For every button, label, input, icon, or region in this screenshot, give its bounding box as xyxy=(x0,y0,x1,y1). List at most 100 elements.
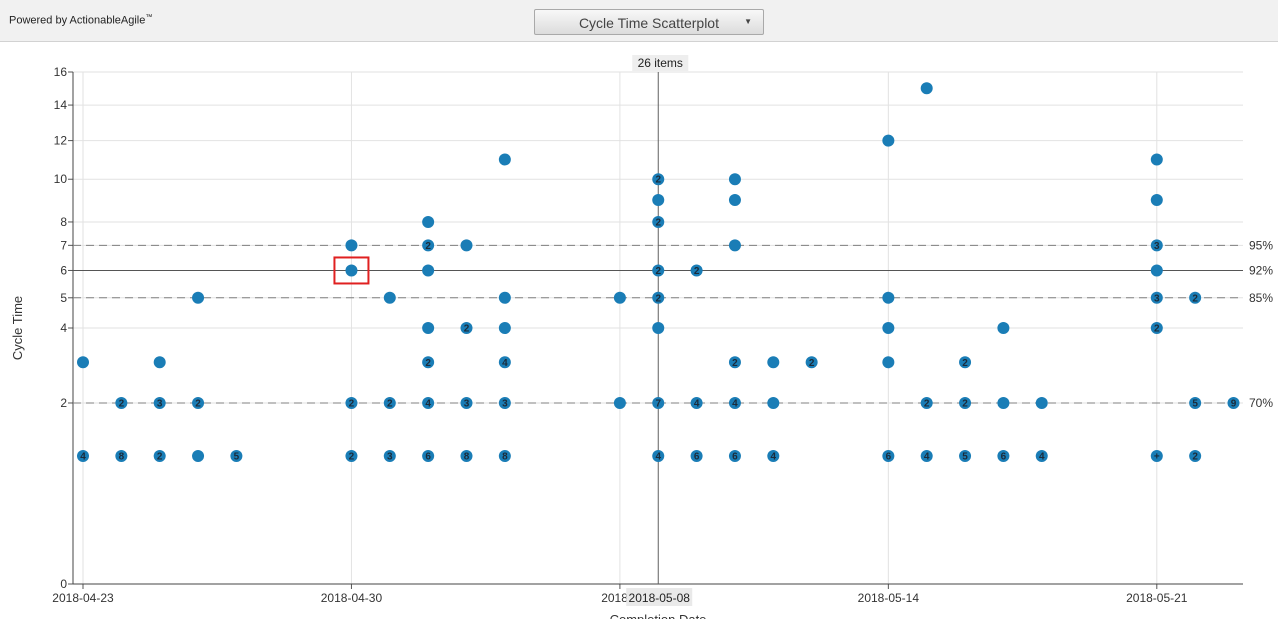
data-point[interactable] xyxy=(882,450,895,462)
data-point[interactable] xyxy=(1035,396,1048,409)
data-point[interactable] xyxy=(1150,291,1163,304)
data-point[interactable] xyxy=(1035,450,1048,462)
data-point[interactable] xyxy=(613,291,626,304)
data-point[interactable] xyxy=(192,396,205,409)
data-point[interactable] xyxy=(1227,396,1240,409)
data-point[interactable] xyxy=(997,450,1010,462)
data-point[interactable] xyxy=(383,396,396,409)
data-point[interactable] xyxy=(728,356,741,369)
data-point[interactable] xyxy=(1150,153,1163,166)
data-point[interactable] xyxy=(1150,264,1163,277)
data-point[interactable] xyxy=(498,396,511,409)
data-point[interactable] xyxy=(997,396,1010,409)
cycle-time-scatterplot[interactable]: 0 2 4 5 6 7 8 10 12 14 16 2018-04-23 2018-04-30 2018-… xyxy=(0,42,1278,619)
data-point[interactable] xyxy=(1189,396,1202,409)
data-point[interactable] xyxy=(652,215,665,228)
data-point[interactable] xyxy=(652,264,665,277)
data-point[interactable] xyxy=(460,239,473,252)
data-point[interactable] xyxy=(422,356,435,369)
data-point[interactable] xyxy=(345,239,358,252)
data-point-count: 8 xyxy=(119,452,125,463)
data-point[interactable] xyxy=(767,396,780,409)
data-point[interactable] xyxy=(1150,450,1163,462)
data-point[interactable] xyxy=(345,264,358,277)
data-point[interactable] xyxy=(460,396,473,409)
data-point[interactable] xyxy=(959,450,972,462)
data-point-count: 2 xyxy=(425,358,431,369)
data-point[interactable] xyxy=(959,356,972,369)
y-tick-label: 12 xyxy=(54,134,68,148)
data-point[interactable] xyxy=(422,215,435,228)
data-point[interactable] xyxy=(422,239,435,252)
data-point[interactable] xyxy=(153,450,166,462)
chart-type-dropdown[interactable]: Cycle Time Scatterplot ▼ xyxy=(534,9,764,35)
data-point[interactable] xyxy=(767,450,780,462)
data-point[interactable] xyxy=(690,450,703,462)
data-point[interactable] xyxy=(652,396,665,409)
data-point-count: 2 xyxy=(1192,452,1198,463)
data-point[interactable] xyxy=(728,396,741,409)
data-point-count: 3 xyxy=(502,398,508,409)
data-point[interactable] xyxy=(383,291,396,304)
data-point[interactable] xyxy=(652,173,665,186)
data-point[interactable] xyxy=(690,264,703,277)
data-point[interactable] xyxy=(920,450,933,462)
data-point[interactable] xyxy=(153,396,166,409)
data-point[interactable] xyxy=(1189,450,1202,462)
y-axis-title: Cycle Time xyxy=(10,296,25,360)
data-point-count: 4 xyxy=(502,358,508,369)
data-point[interactable] xyxy=(728,239,741,252)
data-point-count: 2 xyxy=(962,358,968,369)
data-point[interactable] xyxy=(1150,322,1163,334)
data-point[interactable] xyxy=(882,356,895,369)
data-point[interactable] xyxy=(882,134,895,147)
data-point[interactable] xyxy=(920,396,933,409)
data-point[interactable] xyxy=(652,194,665,206)
data-point[interactable] xyxy=(1150,239,1163,252)
data-point[interactable] xyxy=(690,396,703,409)
data-point[interactable] xyxy=(192,450,205,462)
data-point[interactable] xyxy=(652,291,665,304)
data-point[interactable] xyxy=(1189,291,1202,304)
data-point[interactable] xyxy=(652,450,665,462)
data-point[interactable] xyxy=(77,356,89,369)
data-point[interactable] xyxy=(345,396,358,409)
data-point[interactable] xyxy=(422,396,435,409)
data-point[interactable] xyxy=(728,450,741,462)
data-point[interactable] xyxy=(997,322,1010,334)
data-point[interactable] xyxy=(115,450,128,462)
data-point-count: 4 xyxy=(655,452,661,463)
data-point[interactable] xyxy=(498,356,511,369)
data-point[interactable] xyxy=(728,194,741,206)
data-point[interactable] xyxy=(728,173,741,186)
data-point[interactable] xyxy=(422,450,435,462)
data-point[interactable] xyxy=(805,356,818,369)
data-point[interactable] xyxy=(422,264,435,277)
data-point[interactable] xyxy=(882,322,895,334)
data-point[interactable] xyxy=(498,153,511,166)
data-point[interactable] xyxy=(498,291,511,304)
data-point[interactable] xyxy=(613,396,626,409)
data-point[interactable] xyxy=(77,450,89,462)
data-point[interactable] xyxy=(230,450,243,462)
data-point-count: 6 xyxy=(886,452,892,463)
highlighted-point-box xyxy=(333,256,370,285)
data-point-count: 3 xyxy=(157,398,163,409)
data-point[interactable] xyxy=(422,322,435,334)
data-point[interactable] xyxy=(345,450,358,462)
data-point[interactable] xyxy=(882,291,895,304)
data-point[interactable] xyxy=(498,450,511,462)
data-point[interactable] xyxy=(652,322,665,334)
data-point[interactable] xyxy=(153,356,166,369)
data-point[interactable] xyxy=(498,322,511,334)
data-point[interactable] xyxy=(959,396,972,409)
data-point[interactable] xyxy=(192,291,205,304)
data-point[interactable] xyxy=(460,450,473,462)
data-point[interactable] xyxy=(920,82,933,95)
data-point[interactable] xyxy=(1150,194,1163,206)
data-point[interactable] xyxy=(383,450,396,462)
data-point[interactable] xyxy=(115,396,128,409)
data-point[interactable] xyxy=(460,322,473,334)
data-point[interactable] xyxy=(767,356,780,369)
data-point-count: 2 xyxy=(655,293,661,304)
